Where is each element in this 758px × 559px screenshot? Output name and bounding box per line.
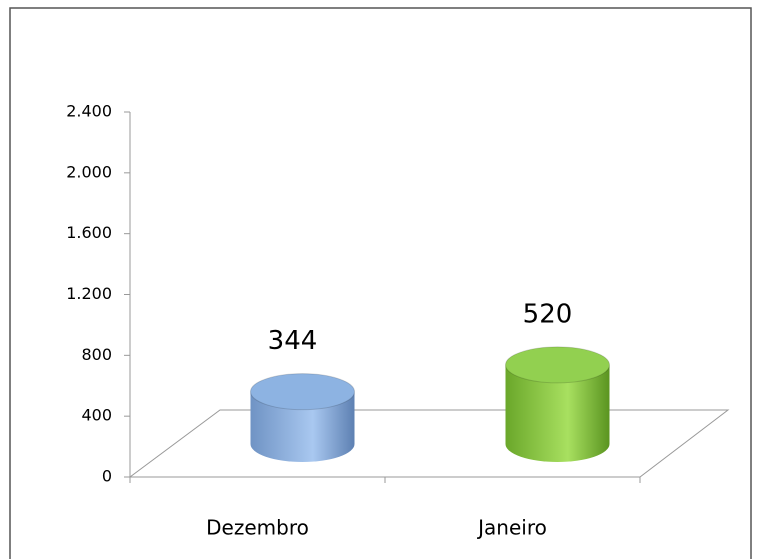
bar-body [505,364,610,462]
bar [250,373,355,462]
y-tick-label: 400 [81,406,112,425]
data-label: 520 [523,299,573,329]
bar-top [505,346,610,384]
x-tick-label: Dezembro [206,516,309,540]
bar-body [250,391,355,462]
y-tick-label: 1.200 [66,284,112,303]
bar-top [250,373,355,411]
chart-frame [9,7,752,559]
data-label: 344 [268,326,318,356]
y-tick-label: 2.400 [66,102,112,121]
y-tick-label: 2.000 [66,162,112,181]
y-tick-label: 800 [81,345,112,364]
x-tick-label: Janeiro [476,516,547,540]
bar [505,346,610,462]
floor [128,409,730,478]
y-tick-label: 0 [102,467,112,486]
y-tick-label: 1.600 [66,223,112,242]
